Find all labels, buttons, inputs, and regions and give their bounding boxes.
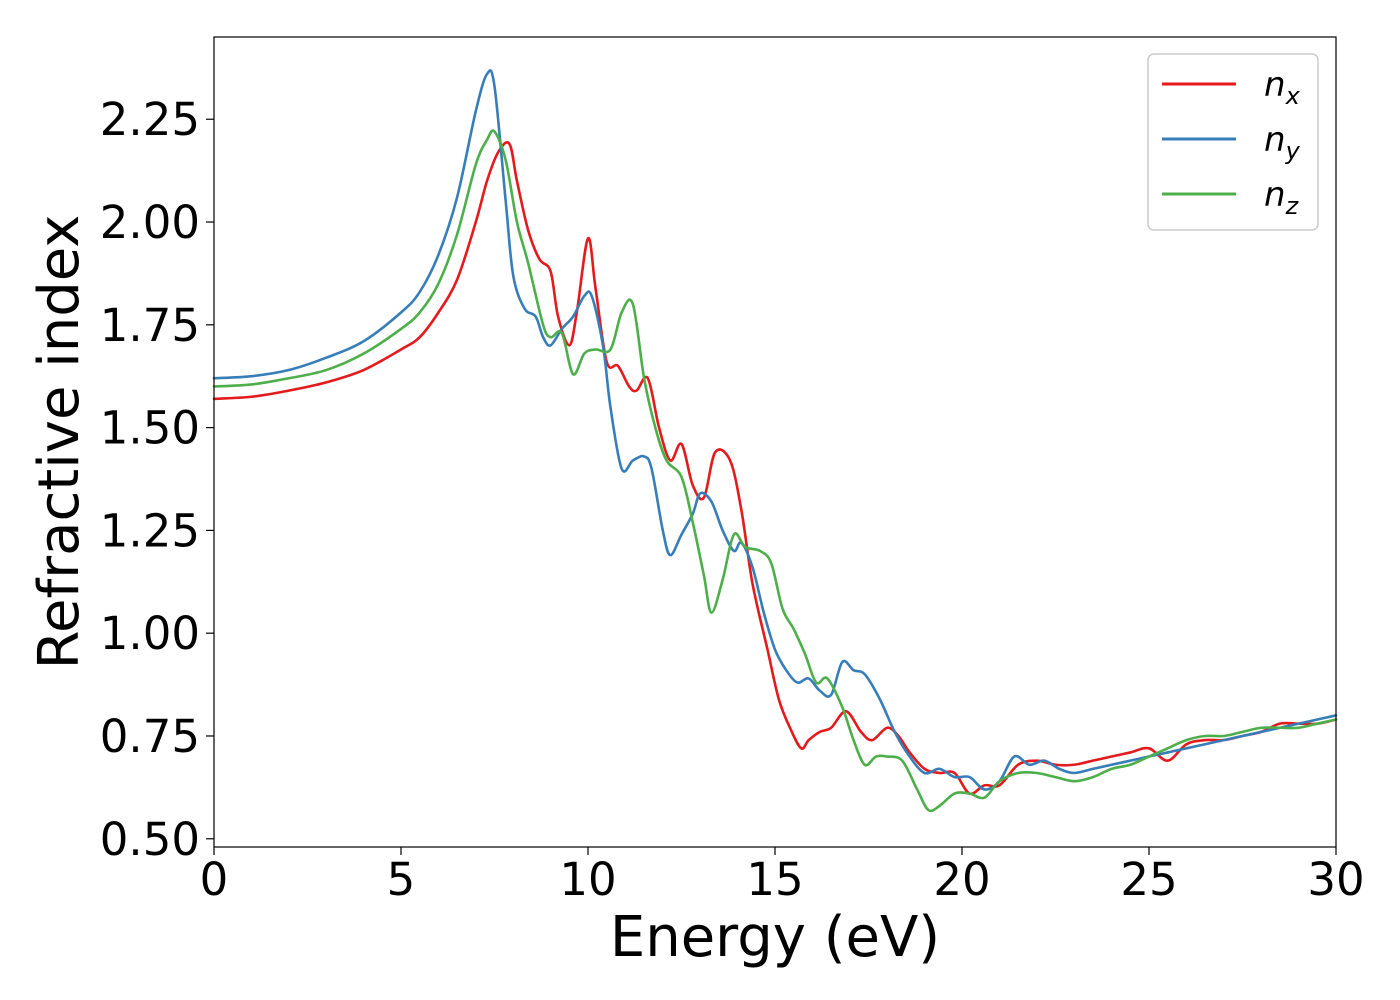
x-tick-label: 30 (1307, 853, 1364, 906)
y-tick-label: 1.75 (100, 299, 200, 352)
y-tick-label: 1.00 (100, 607, 200, 660)
x-tick-label: 20 (933, 853, 990, 906)
legend: nx ny nz (1147, 53, 1319, 231)
y-tick-label: 1.25 (100, 504, 200, 557)
x-tick-label: 10 (559, 853, 616, 906)
series-line-ny (212, 69, 1338, 791)
y-tick-label: 0.50 (100, 813, 200, 866)
y-tick-label: 2.25 (100, 93, 200, 146)
legend-label-nx: nx (1264, 65, 1301, 110)
x-axis-ticks: 0 5 10 15 20 25 30 (200, 847, 1365, 906)
series-line-nz (212, 129, 1338, 813)
y-tick-label: 0.75 (100, 710, 200, 763)
series-line-nx (212, 141, 1338, 796)
x-tick-label: 25 (1120, 853, 1177, 906)
y-axis-ticks: 0.50 0.75 1.00 1.25 1.50 1.75 2.00 2.25 (100, 93, 214, 866)
x-axis-title: Energy (eV) (610, 905, 940, 970)
y-axis-title: Refractive index (27, 215, 92, 670)
y-tick-label: 1.50 (100, 402, 200, 455)
x-tick-label: 5 (387, 853, 416, 906)
legend-label-ny: ny (1264, 120, 1301, 165)
y-tick-label: 2.00 (100, 196, 200, 249)
legend-box (1147, 53, 1319, 231)
x-tick-label: 15 (746, 853, 803, 906)
x-tick-label: 0 (200, 853, 229, 906)
legend-label-nz: nz (1264, 175, 1300, 220)
plot-lines (212, 69, 1338, 813)
